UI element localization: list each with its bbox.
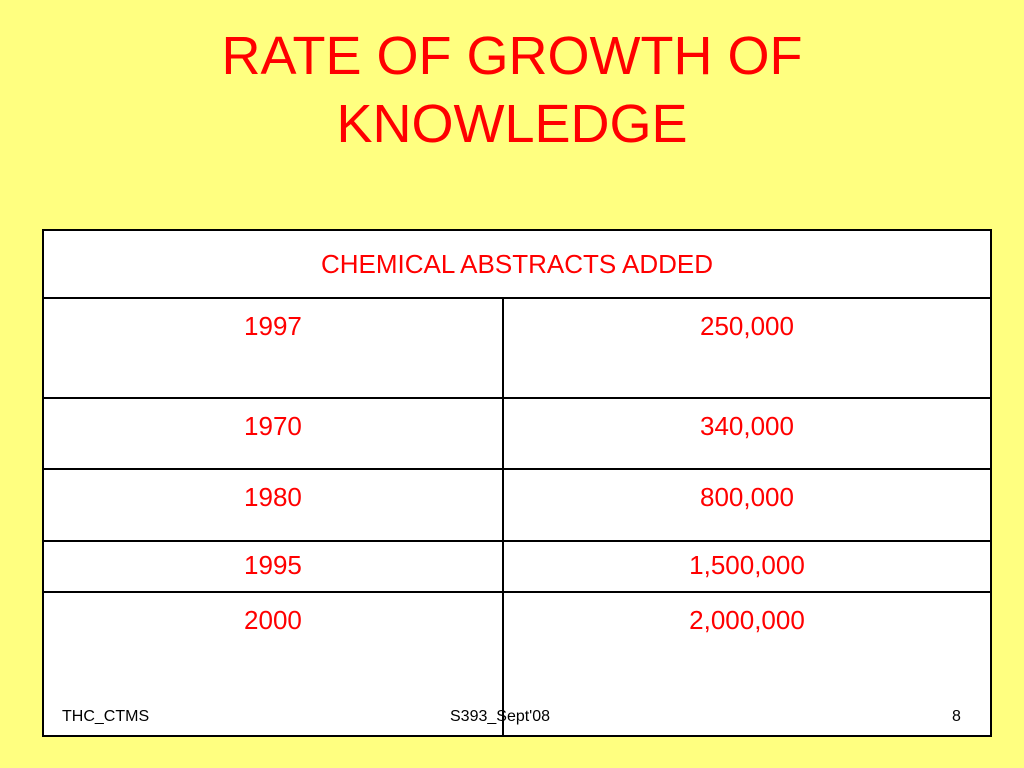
footer-center: S393_Sept'08 bbox=[450, 708, 551, 725]
table-row: 1997 250,000 bbox=[42, 297, 993, 399]
slide-title: RATE OF GROWTH OF KNOWLEDGE bbox=[0, 22, 1024, 158]
year-cell: 1995 bbox=[42, 540, 504, 593]
footer-left: THC_CTMS bbox=[62, 708, 150, 725]
count-cell: 800,000 bbox=[501, 468, 993, 542]
header-cell: CHEMICAL ABSTRACTS ADDED bbox=[42, 229, 992, 299]
table-body: CHEMICAL ABSTRACTS ADDED 1997 250,000 1970… bbox=[42, 229, 993, 737]
count-cell: 1,500,000 bbox=[501, 540, 993, 593]
footer-right: 8 bbox=[952, 708, 961, 725]
year-cell: 1997 bbox=[42, 297, 504, 399]
data-table: CHEMICAL ABSTRACTS ADDED 1997 250,000 1970… bbox=[42, 229, 993, 737]
year-cell: 1970 bbox=[42, 397, 504, 470]
table-row: 1980 800,000 bbox=[42, 468, 993, 542]
count-cell: 250,000 bbox=[501, 297, 993, 399]
title-line: KNOWLEDGE bbox=[336, 94, 688, 154]
count-cell: 2,000,000 bbox=[501, 591, 993, 737]
table-row: 2000 2,000,000 bbox=[42, 591, 993, 737]
year-cell: 2000 bbox=[42, 591, 504, 737]
title-line: RATE OF GROWTH OF bbox=[221, 26, 803, 86]
table-row: 1995 1,500,000 bbox=[42, 540, 993, 593]
header-row: CHEMICAL ABSTRACTS ADDED bbox=[42, 229, 992, 299]
count-cell: 340,000 bbox=[501, 397, 993, 470]
table-row: 1970 340,000 bbox=[42, 397, 993, 470]
year-cell: 1980 bbox=[42, 468, 504, 542]
